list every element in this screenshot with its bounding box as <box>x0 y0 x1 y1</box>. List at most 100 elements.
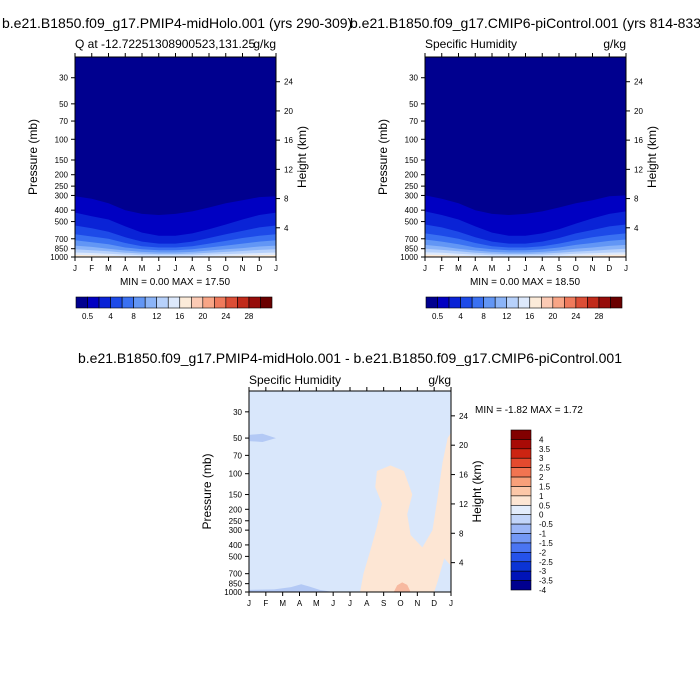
colorbar-label: -2.5 <box>539 558 553 567</box>
colorbar-label: 24 <box>571 312 580 321</box>
colorbar-swatch <box>510 457 532 468</box>
panel-3: b.e21.B1850.f09_g17.PMIP4-midHolo.001 - … <box>78 350 622 608</box>
colorbar-swatch <box>425 296 438 309</box>
colorbar-swatch <box>167 296 181 309</box>
colorbar-swatch <box>225 296 238 309</box>
colorbar-label: -0.5 <box>539 520 553 529</box>
y-tick-label: 250 <box>55 182 69 191</box>
y-tick-label: 850 <box>55 245 69 254</box>
negative-region-50mb <box>249 433 276 443</box>
panel-3-subtitle: Specific Humidity <box>249 373 341 387</box>
y-tick-label: 70 <box>59 117 68 126</box>
colorbar-label: -3.5 <box>539 577 553 586</box>
contour-band-16 <box>425 254 626 257</box>
colorbar-label: -3 <box>539 567 547 576</box>
colorbar-swatch <box>133 296 146 309</box>
colorbar-swatch <box>510 533 532 544</box>
colorbar-label: 1 <box>539 492 544 501</box>
x-tick-label: J <box>331 599 335 608</box>
colorbar-swatch <box>156 296 169 309</box>
x-tick-label: J <box>624 264 628 273</box>
x-tick-label: J <box>348 599 352 608</box>
x-tick-label: A <box>364 599 370 608</box>
y-tick-label: 100 <box>229 470 243 479</box>
y-tick-label: 250 <box>405 182 419 191</box>
colorbar-swatch <box>540 296 554 309</box>
panel-2: b.e21.B1850.f09_g17.CMIP6-piControl.001 … <box>350 15 700 321</box>
x-tick-label: D <box>256 264 262 273</box>
y-tick-label: 150 <box>405 156 419 165</box>
x-tick-label: O <box>397 599 403 608</box>
y-tick-label: 30 <box>233 408 242 417</box>
y2-tick-label: 16 <box>459 471 468 480</box>
colorbar-label: 4 <box>539 435 544 444</box>
colorbar-label: 28 <box>244 312 253 321</box>
colorbar-swatch <box>75 296 88 309</box>
x-tick-label: J <box>524 264 528 273</box>
colorbar-label: 0.5 <box>539 501 551 510</box>
contour-band-16 <box>75 254 276 257</box>
y-tick-label: 30 <box>409 74 418 83</box>
contour-band-14 <box>75 252 276 257</box>
y-tick-label: 100 <box>55 135 69 144</box>
x-tick-label: N <box>414 599 420 608</box>
y-tick-label: 50 <box>409 100 418 109</box>
positive-peak-oct <box>393 582 411 592</box>
panel-3-contour-field <box>249 391 451 592</box>
y-tick-label: 70 <box>409 117 418 126</box>
y2-tick-label: 12 <box>459 500 468 509</box>
colorbar-label: 3 <box>539 454 544 463</box>
panel-3-minmax: MIN = -1.82 MAX = 1.72 <box>475 405 583 416</box>
y-tick-label: 400 <box>229 541 243 550</box>
colorbar-swatch <box>587 296 600 309</box>
colorbar-swatch <box>517 296 531 309</box>
colorbar-swatch <box>510 495 532 506</box>
x-tick-label: A <box>123 264 129 273</box>
colorbar-label: 1.5 <box>539 482 551 491</box>
colorbar-swatch <box>144 296 158 309</box>
colorbar-swatch <box>248 296 261 309</box>
y-tick-label: 50 <box>59 100 68 109</box>
x-tick-label: J <box>274 264 278 273</box>
y-tick-label: 850 <box>405 245 419 254</box>
colorbar-swatch <box>510 514 532 525</box>
colorbar-label: 0.5 <box>82 312 94 321</box>
panel-1-colorbar: 0.5 4 8 12 16 20 24 28 <box>75 296 273 321</box>
negative-region-surface <box>249 584 334 592</box>
colorbar-swatch <box>564 296 577 309</box>
y2-axis-label: Height (km) <box>470 460 484 522</box>
y2-axis-label: Height (km) <box>645 126 659 188</box>
y-tick-label: 200 <box>55 171 69 180</box>
colorbar-label: 8 <box>131 312 136 321</box>
colorbar-label: 4 <box>458 312 463 321</box>
y2-axis-label: Height (km) <box>295 126 309 188</box>
y2-tick-label: 24 <box>634 78 643 87</box>
y2-tick-label: 12 <box>634 165 643 174</box>
colorbar-swatch <box>237 296 250 309</box>
x-tick-label: A <box>540 264 546 273</box>
colorbar-swatch <box>460 296 473 309</box>
y-tick-label: 100 <box>405 135 419 144</box>
y-tick-label: 500 <box>405 218 419 227</box>
colorbar-label: -2 <box>539 548 547 557</box>
y2-tick-label: 16 <box>284 136 293 145</box>
y2-tick-label: 4 <box>459 559 464 568</box>
y-tick-label: 500 <box>229 552 243 561</box>
colorbar-swatch <box>510 467 532 478</box>
y2-tick-label: 20 <box>459 441 468 450</box>
y2-tick-label: 4 <box>634 224 639 233</box>
y-tick-label: 300 <box>55 191 69 200</box>
x-tick-label: O <box>573 264 579 273</box>
panel-3-units: g/kg <box>428 373 451 387</box>
colorbar-swatch <box>510 439 532 450</box>
x-tick-label: S <box>556 264 561 273</box>
y2-tick-label: 8 <box>634 195 639 204</box>
colorbar-swatch <box>98 296 111 309</box>
x-tick-label: J <box>73 264 77 273</box>
colorbar-swatch <box>110 296 123 309</box>
y-tick-label: 500 <box>55 218 69 227</box>
panel-1-contour-field <box>75 57 276 257</box>
x-tick-label: A <box>190 264 196 273</box>
